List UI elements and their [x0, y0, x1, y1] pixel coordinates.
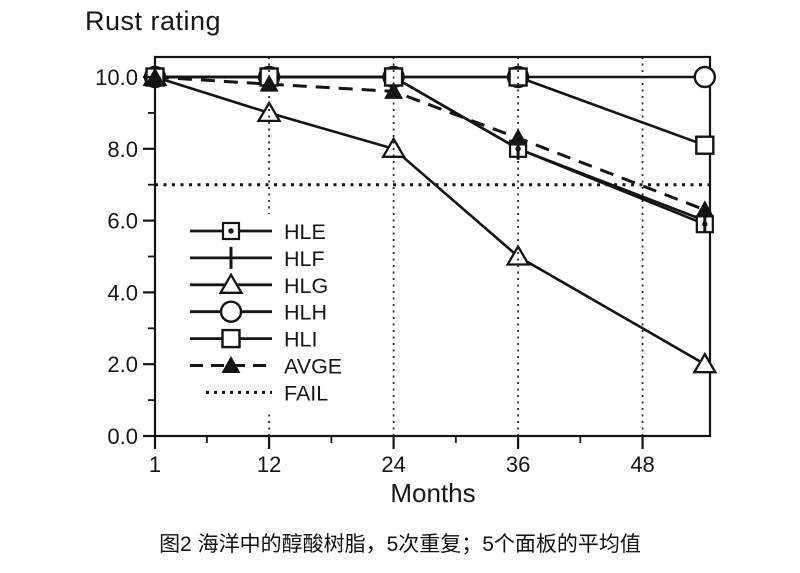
legend-marker-hlh [219, 300, 243, 323]
avge-marker-month-54 [695, 200, 715, 218]
legend-item-hlh: HLH [190, 300, 327, 325]
x-tick-label-36: 36 [506, 452, 530, 477]
hlg-marker-month-12 [256, 100, 282, 123]
x-tick-label-1: 1 [149, 452, 161, 477]
legend-item-hlg: HLG [190, 272, 328, 298]
legend-item-hle: HLE [190, 220, 326, 244]
chart-title: Rust rating [85, 6, 222, 36]
figure-caption: 图2 海洋中的醇酸树脂，5次重复；5个面板的平均值 [159, 533, 641, 556]
y-axis: 0.0 2.0 4.0 6.0 8.0 10.0 [95, 65, 155, 449]
hli-marker-month-54 [695, 135, 715, 155]
y-tick-label-6: 6.0 [107, 209, 138, 234]
y-tick-label-0: 0.0 [107, 424, 138, 449]
y-tick-label-2: 2.0 [107, 352, 138, 377]
hlg-marker-month-24 [381, 136, 407, 158]
legend-marker-hli [221, 328, 241, 349]
legend-label-hli: HLI [284, 328, 317, 352]
y-tick-label-10: 10.0 [95, 65, 138, 90]
x-tick-label-48: 48 [630, 452, 654, 477]
rust-rating-chart: 0.0 2.0 4.0 6.0 8.0 10.0 1 12 24 36 48 Months HLE HLF… [95, 55, 718, 508]
legend-label-hlg: HLG [284, 274, 328, 298]
legend-label-fail: FAIL [284, 381, 328, 405]
x-tick-label-24: 24 [381, 452, 405, 477]
legend-item-fail: FAIL [206, 381, 328, 405]
avge-marker-month-36 [508, 128, 528, 146]
x-axis-label: Months [390, 478, 475, 508]
legend-item-avge: AVGE [190, 355, 342, 379]
legend-marker-avge [221, 356, 241, 373]
hlg-marker-month-54 [692, 351, 718, 374]
legend-marker-hle [221, 221, 241, 241]
legend-label-hlf: HLF [284, 247, 325, 271]
legend-label-hle: HLE [284, 220, 326, 244]
hlh-marker-month-54 [693, 65, 717, 89]
y-tick-label-4: 4.0 [107, 280, 138, 305]
legend-label-avge: AVGE [284, 355, 342, 379]
legend-item-hlf: HLF [190, 246, 325, 271]
x-axis: 1 12 24 36 48 Months [149, 436, 655, 508]
y-tick-label-8: 8.0 [107, 137, 138, 162]
legend-item-hli: HLI [190, 328, 317, 352]
legend-marker-hlg [218, 272, 244, 294]
legend-label-hlh: HLH [284, 301, 327, 325]
hlg-marker-month-36 [505, 244, 531, 266]
x-tick-label-12: 12 [257, 452, 281, 477]
